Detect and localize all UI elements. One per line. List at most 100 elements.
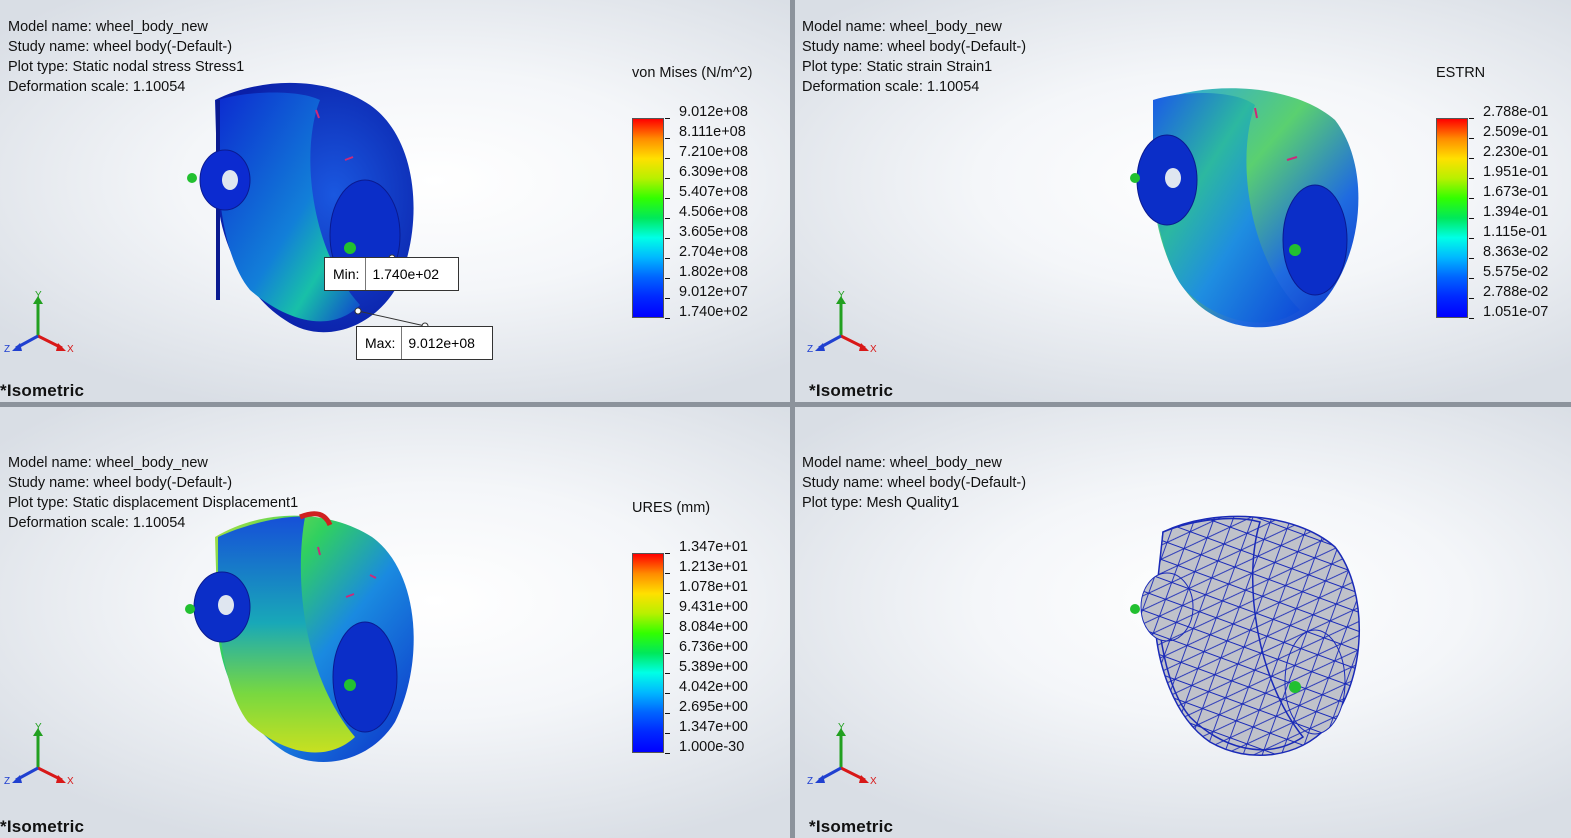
legend-value: 9.012e+07 [679, 284, 748, 300]
legend-tick [665, 733, 670, 734]
z-axis-label: Z [4, 776, 10, 787]
legend-tick [665, 138, 670, 139]
color-bar [1436, 118, 1468, 318]
plot-type: Plot type: Static strain Strain1 [802, 59, 993, 75]
legend-labels: 1.347e+01 1.213e+01 1.078e+01 9.431e+00 … [679, 537, 748, 757]
axis-triad: Y X Z [807, 290, 877, 355]
stress-info: Model name: wheel_body_new Study name: w… [8, 17, 244, 97]
z-axis-label: Z [4, 344, 10, 355]
mesh-model[interactable] [795, 407, 1571, 838]
legend-value: 6.309e+08 [679, 164, 748, 180]
legend-tick [1469, 258, 1474, 259]
legend-tick [665, 118, 670, 119]
displacement-model[interactable] [0, 407, 790, 838]
legend-value: 2.230e-01 [1483, 144, 1549, 160]
legend-value: 2.788e-01 [1483, 104, 1549, 120]
x-axis-label: X [870, 344, 877, 355]
axis-triad: Y X Z [807, 722, 877, 787]
min-callout: Min: 1.740e+02 [324, 257, 459, 291]
study-name: Study name: wheel body(-Default-) [802, 39, 1027, 55]
displacement-viewport[interactable]: Model name: wheel_body_new Study name: w… [0, 407, 790, 838]
y-axis-label: Y [35, 722, 42, 733]
max-callout: Max: 9.012e+08 [356, 326, 493, 360]
legend-ticks [665, 118, 673, 319]
legend-tick [665, 693, 670, 694]
legend-labels: 9.012e+08 8.111e+08 7.210e+08 6.309e+08 … [679, 102, 748, 322]
legend-title: ESTRN [1436, 65, 1486, 81]
legend-tick [1469, 198, 1474, 199]
legend-ticks [1469, 118, 1477, 319]
model-name: Model name: wheel_body_new [802, 19, 1002, 35]
legend-tick [1469, 318, 1474, 319]
max-value: 9.012e+08 [408, 335, 475, 351]
legend-value: 1.000e-30 [679, 739, 745, 755]
axis-triad: Y X Z [4, 722, 74, 787]
legend-value: 5.407e+08 [679, 184, 748, 200]
legend-value: 8.111e+08 [679, 124, 746, 140]
max-label: Max: [357, 327, 403, 359]
stress-viewport[interactable]: Model name: wheel_body_new Study name: w… [0, 0, 790, 402]
legend-tick [1469, 158, 1474, 159]
legend-tick [665, 673, 670, 674]
study-name: Study name: wheel body(-Default-) [8, 39, 233, 55]
legend-value: 2.704e+08 [679, 244, 748, 260]
legend-tick [665, 278, 670, 279]
legend-value: 8.084e+00 [679, 619, 748, 635]
legend-title: von Mises (N/m^2) [632, 65, 753, 81]
y-axis-label: Y [838, 290, 845, 301]
legend-value: 2.788e-02 [1483, 284, 1549, 300]
view-label: *Isometric [809, 817, 894, 836]
view-label: *Isometric [0, 381, 85, 400]
min-label: Min: [325, 258, 367, 290]
legend-tick [1469, 238, 1474, 239]
axis-triad: Y X Z [4, 290, 74, 355]
legend-value: 1.347e+01 [679, 539, 748, 555]
x-axis-label: X [67, 776, 74, 787]
plot-type: Plot type: Mesh Quality1 [802, 495, 960, 511]
deformation-scale: Deformation scale: 1.10054 [8, 79, 186, 95]
legend-tick [665, 318, 670, 319]
legend-ticks [665, 553, 673, 754]
legend-tick [665, 593, 670, 594]
legend-labels: 2.788e-01 2.509e-01 2.230e-01 1.951e-01 … [1483, 102, 1548, 322]
legend-tick [1469, 118, 1474, 119]
legend-tick [665, 198, 670, 199]
strain-viewport[interactable]: Model name: wheel_body_new Study name: w… [795, 0, 1571, 402]
legend-tick [665, 613, 670, 614]
legend-value: 9.012e+08 [679, 104, 748, 120]
displacement-info: Model name: wheel_body_new Study name: w… [8, 453, 298, 533]
model-name: Model name: wheel_body_new [8, 455, 208, 471]
x-axis-label: X [870, 776, 877, 787]
legend-value: 4.506e+08 [679, 204, 748, 220]
z-axis-label: Z [807, 344, 813, 355]
legend-tick [665, 573, 670, 574]
legend-value: 9.431e+00 [679, 599, 748, 615]
study-name: Study name: wheel body(-Default-) [802, 475, 1027, 491]
legend-tick [1469, 138, 1474, 139]
displacement-legend: URES (mm) 1.347e+01 1.213e+01 1.078e+01 … [632, 500, 782, 755]
legend-tick [1469, 278, 1474, 279]
legend-tick [665, 178, 670, 179]
model-name: Model name: wheel_body_new [802, 455, 1002, 471]
min-value: 1.740e+02 [372, 266, 440, 282]
legend-title: URES (mm) [632, 500, 711, 516]
legend-value: 2.695e+00 [679, 699, 748, 715]
legend-value: 1.740e+02 [679, 304, 748, 320]
color-bar [632, 553, 664, 753]
legend-tick [665, 633, 670, 634]
mesh-viewport[interactable]: Model name: wheel_body_new Study name: w… [795, 407, 1571, 838]
legend-value: 1.802e+08 [679, 264, 748, 280]
legend-value: 1.213e+01 [679, 559, 748, 575]
legend-tick [665, 653, 670, 654]
legend-value: 1.951e-01 [1483, 164, 1549, 180]
legend-tick [1469, 178, 1474, 179]
legend-tick [665, 238, 670, 239]
model-name: Model name: wheel_body_new [8, 19, 208, 35]
legend-value: 1.673e-01 [1483, 184, 1549, 200]
legend-tick [665, 158, 670, 159]
x-axis-label: X [67, 344, 74, 355]
legend-value: 6.736e+00 [679, 639, 748, 655]
deformation-scale: Deformation scale: 1.10054 [802, 79, 980, 95]
strain-model[interactable] [795, 0, 1571, 402]
strain-legend: ESTRN 2.788e-01 2.509e-01 2.230e-01 1.95… [1436, 65, 1571, 320]
